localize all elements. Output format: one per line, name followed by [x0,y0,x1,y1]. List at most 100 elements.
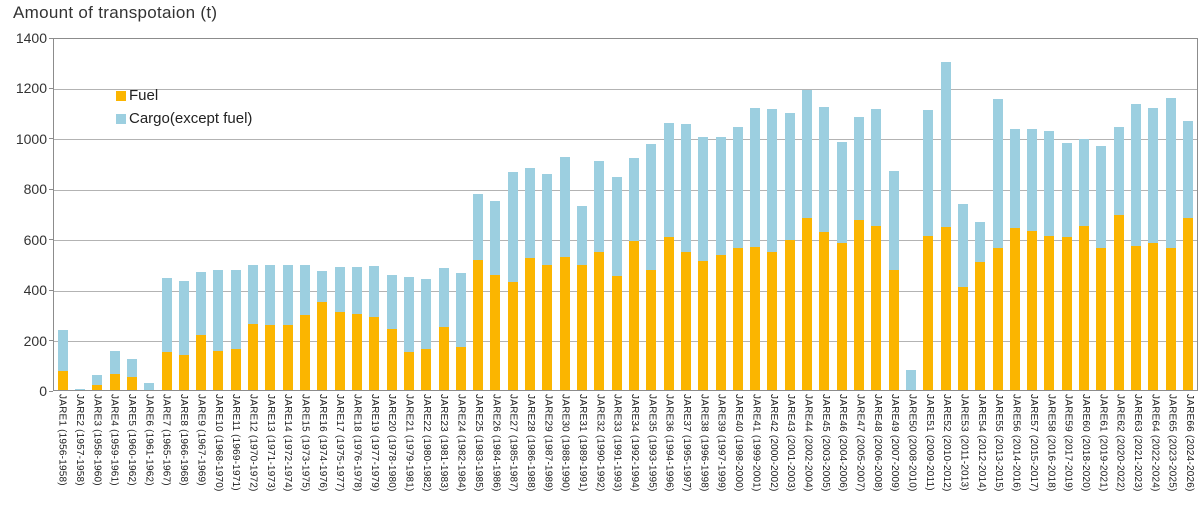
x-axis-tick-cell: JARE15 (1973-1975) [296,394,313,528]
stacked-bar [663,39,674,390]
x-axis-tick-label: JARE23 (1981-1983) [438,394,450,492]
bar-segment-cargo [386,274,397,330]
bar-segment-cargo [784,112,795,240]
bar-segment-fuel [957,287,968,390]
x-axis-tick-cell: JARE24 (1982-1984) [452,394,469,528]
x-axis-tick-cell: JARE57 (2015-2017) [1024,394,1041,528]
x-axis-tick-label: JARE16 (1974-1976) [316,394,328,492]
stacked-bar [628,39,639,390]
bar-segment-cargo [663,123,674,237]
bar-segment-cargo [1165,97,1176,249]
bar-segment-fuel [109,374,120,390]
bar-slot [937,39,954,390]
stacked-bar [282,39,293,390]
bar-segment-fuel [767,252,778,390]
x-axis-tick-cell: JARE63 (2021-2023) [1128,394,1145,528]
x-axis-tick-cell: JARE38 (1996-1998) [695,394,712,528]
x-axis-tick-label: JARE13 (1971-1973) [264,394,276,492]
stacked-bar [542,39,553,390]
gridline [54,139,1197,141]
bar-slot [1179,39,1196,390]
stacked-bar [490,39,501,390]
x-axis-tick-label: JARE56 (2014-2016) [1010,394,1022,492]
x-axis-tick-cell: JARE10 (1968-1970) [209,394,226,528]
x-axis-tick-cell: JARE58 (2016-2018) [1042,394,1059,528]
stacked-bar [507,39,518,390]
x-axis-tick-label: JARE57 (2015-2017) [1027,394,1039,492]
stacked-bar [854,39,865,390]
stacked-bar [992,39,1003,390]
bar-slot [141,39,158,390]
x-axis-tick-label: JARE54 (2012-2014) [975,394,987,492]
bar-segment-cargo [698,136,709,261]
bar-slot [279,39,296,390]
x-axis-tick-label: JARE2 (1957-1958) [74,394,86,486]
x-axis-tick-label: JARE65 (2023-2025) [1166,394,1178,492]
bar-segment-fuel [802,218,813,390]
x-axis-tick-label: JARE4 (1959-1961) [108,394,120,486]
bar-segment-fuel [836,243,847,390]
stacked-bar [1182,39,1193,390]
bar-segment-cargo [715,136,726,255]
bar-segment-fuel [282,324,293,390]
legend-label-fuel: Fuel [129,87,159,104]
y-axis-tick-mark [49,289,53,291]
bar-segment-fuel [698,260,709,390]
bar-segment-fuel [559,257,570,390]
stacked-bar [819,39,830,390]
y-axis-tick-mark [49,340,53,342]
bar-segment-cargo [473,194,484,260]
bar-slot [972,39,989,390]
bar-slot [677,39,694,390]
bar-slot [660,39,677,390]
bar-slot [71,39,88,390]
x-axis-tick-cell: JARE55 (2013-2015) [990,394,1007,528]
x-axis-tick-label: JARE22 (1980-1982) [420,394,432,492]
stacked-bar [1113,39,1124,390]
stacked-bar [923,39,934,390]
bar-segment-fuel [992,248,1003,390]
x-axis-tick-cell: JARE2 (1957-1958) [70,394,87,528]
x-axis-tick-cell: JARE23 (1981-1983) [435,394,452,528]
x-axis-tick-label: JARE27 (1985-1987) [507,394,519,492]
bar-segment-cargo [802,90,813,219]
x-axis-tick-label: JARE21 (1979-1981) [403,394,415,492]
stacked-bar [525,39,536,390]
bar-segment-fuel [854,219,865,390]
x-axis-tick-cell: JARE51 (2009-2011) [920,394,937,528]
x-axis-tick-label: JARE35 (1993-1995) [646,394,658,492]
stacked-bar [732,39,743,390]
bar-slot [850,39,867,390]
bar-segment-cargo [611,176,622,276]
bar-slot [193,39,210,390]
bar-segment-cargo [507,171,518,283]
bar-segment-cargo [490,200,501,275]
bar-segment-cargo [421,279,432,350]
bar-segment-fuel [317,302,328,390]
stacked-bar [784,39,795,390]
x-axis-tick-cell: JARE45 (2003-2005) [816,394,833,528]
x-axis-tick-label: JARE31 (1989-1991) [576,394,588,492]
x-axis-tick-cell: JARE47 (2005-2007) [851,394,868,528]
bar-slot [920,39,937,390]
bar-segment-fuel [1096,248,1107,390]
x-axis-tick-label: JARE12 (1970-1972) [247,394,259,492]
bar-slot [435,39,452,390]
bar-segment-cargo [819,106,830,233]
x-axis-tick-label: JARE63 (2021-2023) [1131,394,1143,492]
bar-slot [764,39,781,390]
x-axis-tick-cell: JARE4 (1959-1961) [105,394,122,528]
x-axis-tick-cell: JARE50 (2008-2010) [903,394,920,528]
x-axis-tick-label: JARE1 (1956-1958) [56,394,68,486]
stacked-bar [386,39,397,390]
x-axis-tick-cell: JARE37 (1995-1997) [677,394,694,528]
x-axis-tick-label: JARE41 (1999-2001) [750,394,762,492]
gridline [54,290,1197,292]
stacked-bar [317,39,328,390]
bar-segment-cargo [1182,120,1193,219]
x-axis-tick-cell: JARE8 (1966-1968) [174,394,191,528]
bar-segment-fuel [421,349,432,390]
stacked-bar [905,39,916,390]
stacked-bar [767,39,778,390]
x-axis-tick-label: JARE26 (1984-1986) [490,394,502,492]
